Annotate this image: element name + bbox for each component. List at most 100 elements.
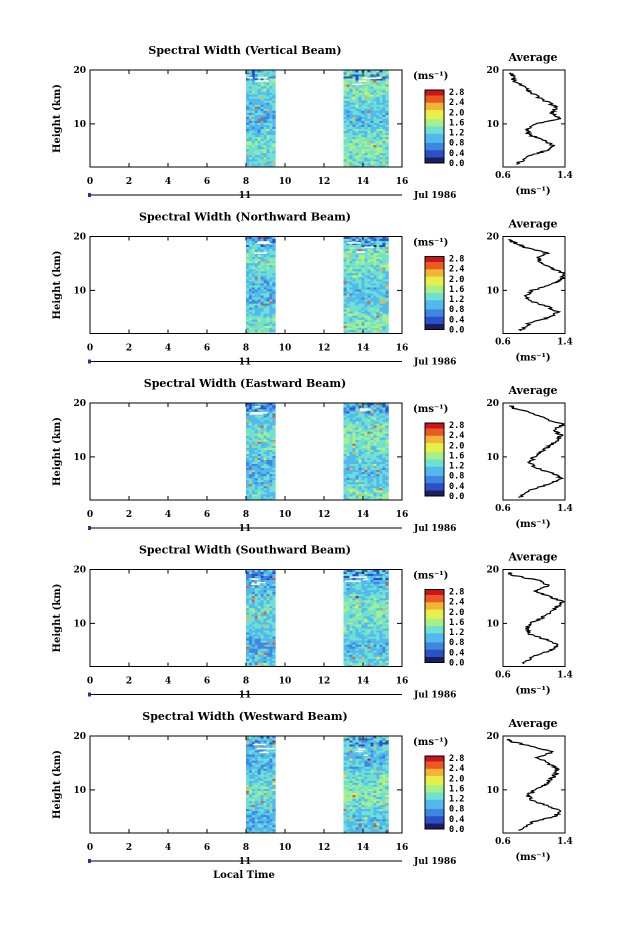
heatmap-cell xyxy=(376,469,380,473)
heatmap-cell xyxy=(346,495,350,499)
heatmap-cell xyxy=(246,88,250,91)
data-gap xyxy=(250,412,268,414)
heatmap-cell xyxy=(370,475,374,479)
heatmap-cell xyxy=(370,254,374,258)
heatmap-cell xyxy=(257,114,262,117)
heatmap-cell xyxy=(346,319,350,322)
heatmap-cell xyxy=(373,305,377,308)
heatmap-cell xyxy=(382,156,386,160)
heatmap-cell xyxy=(379,92,383,95)
heatmap-cell xyxy=(364,154,368,158)
heatmap-cell xyxy=(370,118,374,121)
heatmap-cell xyxy=(358,162,362,166)
heatmap-cell xyxy=(376,258,380,262)
heatmap-cell xyxy=(346,626,350,629)
heatmap-cell xyxy=(343,240,347,243)
heatmap-cell xyxy=(379,423,383,426)
heatmap-cell xyxy=(263,74,267,77)
heatmap-cell xyxy=(361,433,365,436)
heatmap-cell xyxy=(349,403,353,406)
heatmap-cell xyxy=(355,282,359,286)
heatmap-cell xyxy=(349,144,353,148)
heatmap-cell xyxy=(367,437,371,440)
heatmap-cell xyxy=(367,630,371,633)
heatmap-cell xyxy=(370,457,374,460)
heatmap-cell xyxy=(246,443,250,446)
heatmap-cell xyxy=(343,315,347,318)
heatmap-cell xyxy=(352,150,356,154)
heatmap-cell xyxy=(248,463,253,467)
heatmap-cell xyxy=(379,439,383,442)
heatmap-cell xyxy=(346,650,350,653)
heatmap-cell xyxy=(343,289,347,292)
heatmap-cell xyxy=(257,313,262,316)
heatmap-cell xyxy=(382,258,386,262)
heatmap-cell xyxy=(254,622,259,625)
heatmap-cell xyxy=(346,628,350,631)
heatmap-cell xyxy=(373,453,377,456)
heatmap-cell xyxy=(358,636,362,639)
heatmap-cell xyxy=(263,624,267,627)
heatmap-cell xyxy=(343,642,347,645)
heatmap-cell xyxy=(349,437,353,440)
heatmap-cell xyxy=(272,96,276,99)
colorbar-swatch xyxy=(425,153,444,157)
heatmap-cell xyxy=(364,132,368,136)
heatmap-cell xyxy=(364,599,368,603)
heatmap-cell xyxy=(251,646,256,649)
heatmap-cell xyxy=(364,615,368,619)
heatmap-cell xyxy=(266,607,270,611)
heatmap-cell xyxy=(254,244,259,247)
heatmap-cell xyxy=(367,411,371,414)
heatmap-cell xyxy=(248,303,253,306)
heatmap-cell xyxy=(266,463,270,467)
heatmap-cell xyxy=(346,419,350,422)
heatmap-cell xyxy=(364,254,368,258)
heatmap-cell xyxy=(346,76,350,79)
heatmap-cell xyxy=(379,84,383,87)
heatmap-cell xyxy=(379,248,383,252)
heatmap-cell xyxy=(355,244,359,247)
heatmap-cell xyxy=(251,301,256,304)
heatmap-cell xyxy=(248,421,253,424)
heatmap-cell xyxy=(376,86,380,89)
heatmap-cell xyxy=(349,307,353,310)
heatmap-cell xyxy=(361,479,365,483)
heatmap-cell xyxy=(376,473,380,477)
heatmap-cell xyxy=(263,130,267,134)
heatmap-cell xyxy=(248,242,253,245)
heatmap-cell xyxy=(269,285,273,288)
heatmap-cell xyxy=(349,280,353,284)
heatmap-cell xyxy=(343,483,347,487)
heatmap-cell xyxy=(272,409,276,412)
heatmap-cell xyxy=(269,425,273,428)
heatmap-cell xyxy=(373,611,377,615)
heatmap-cell xyxy=(385,120,389,123)
heatmap-cell xyxy=(257,431,262,434)
heatmap-cell xyxy=(382,266,386,270)
heatmap-cell xyxy=(385,110,389,113)
heatmap-cell xyxy=(379,329,383,332)
heatmap-cell xyxy=(260,162,264,166)
heatmap-cell xyxy=(373,72,377,75)
colorbar-swatch xyxy=(425,474,444,477)
colorbar-swatch xyxy=(425,305,444,309)
heatmap-cell xyxy=(260,102,264,105)
heatmap-cells xyxy=(246,70,389,168)
heatmap-cell xyxy=(367,495,371,499)
heatmap-cell xyxy=(376,441,380,444)
heatmap-cell xyxy=(248,280,253,284)
heatmap-cell xyxy=(263,487,267,491)
heatmap-cell xyxy=(358,413,362,416)
heatmap-cell xyxy=(260,315,264,318)
heatmap-cell xyxy=(251,603,256,607)
heatmap-cell xyxy=(246,605,250,609)
heatmap-cell xyxy=(246,421,250,424)
heatmap-cell xyxy=(352,244,356,247)
heatmap-cell xyxy=(260,140,264,144)
heatmap-cell xyxy=(263,483,267,487)
heatmap-cell xyxy=(355,425,359,428)
heatmap-cell xyxy=(343,451,347,454)
heatmap-cell xyxy=(373,597,377,601)
